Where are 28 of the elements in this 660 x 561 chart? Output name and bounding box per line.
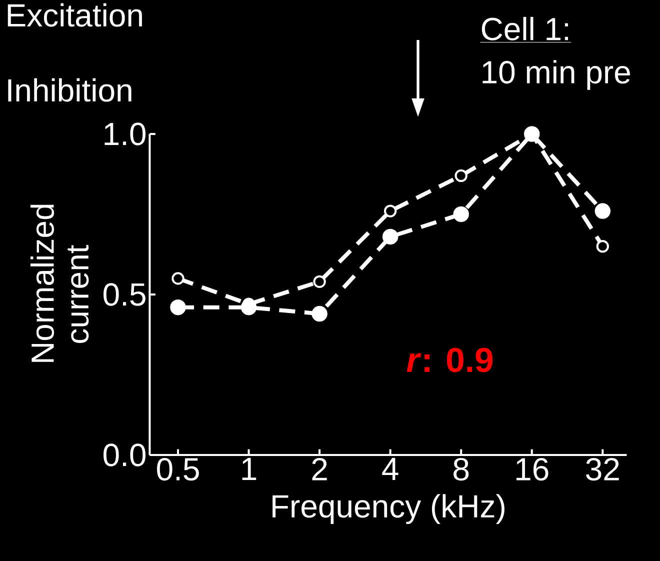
y-tick-label: 0.5 <box>104 283 146 306</box>
y-axis-title: Normalized current <box>30 204 89 362</box>
x-tick-label: 8 <box>454 458 469 481</box>
point <box>453 206 469 222</box>
x-tick-label: 32 <box>586 458 619 481</box>
x-tick-label: 1 <box>242 458 256 480</box>
annotation: r: 0.9 <box>406 348 493 372</box>
x-tick-label: 2 <box>312 458 327 480</box>
point <box>172 272 184 285</box>
point <box>594 203 611 219</box>
point <box>170 299 186 316</box>
y-tick-label: 1.0 <box>104 122 146 146</box>
point <box>384 204 397 218</box>
text: 10 min pre <box>482 60 630 90</box>
x-tick-label: 16 <box>516 458 548 481</box>
x-tick-label: 4 <box>382 458 398 480</box>
x-tick-label: 0.5 <box>157 458 199 481</box>
x-axis-title: Frequency (kHz) <box>272 494 504 524</box>
text: Excitation <box>8 3 142 27</box>
point <box>313 275 326 288</box>
y-tick-label: 0.0 <box>104 444 146 466</box>
point <box>240 299 257 316</box>
point <box>312 306 328 322</box>
point <box>454 169 468 182</box>
point <box>382 228 398 245</box>
point <box>596 240 609 253</box>
text: Inhibition <box>8 78 132 102</box>
text: Cell 1: <box>482 16 568 40</box>
